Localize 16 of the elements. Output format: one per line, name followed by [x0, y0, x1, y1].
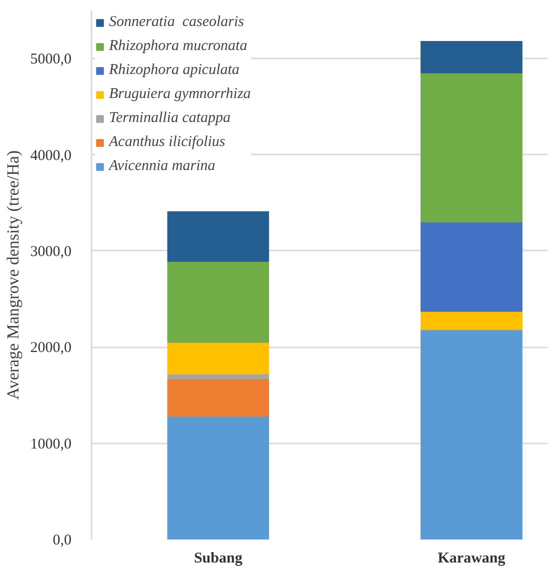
y-tick-label: 1000,0 [30, 436, 72, 452]
legend-label: Rhizophora apiculata [109, 62, 240, 79]
legend-label: Bruguiera gymnorrhiza [109, 86, 251, 103]
x-tick-label: Karawang [438, 550, 506, 566]
y-tick-label: 3000,0 [30, 244, 72, 260]
y-tick-label: 4000,0 [30, 148, 72, 164]
legend-label: Terminallia catappa [109, 110, 231, 127]
x-tick-label: Subang [194, 550, 243, 566]
y-tick-label: 0,0 [52, 532, 72, 548]
y-tick-label: 2000,0 [30, 340, 72, 356]
y-axis-title: Average Mangrove density (tree/Ha) [3, 150, 22, 400]
legend-label: Avicennia marina [109, 158, 216, 175]
y-tick-label: 5000,0 [30, 52, 72, 68]
legend-label: Sonneratia caseolaris [109, 14, 244, 31]
legend-label: Rhizophora mucronata [109, 38, 248, 55]
legend-label: Acanthus ilicifolius [109, 134, 226, 151]
